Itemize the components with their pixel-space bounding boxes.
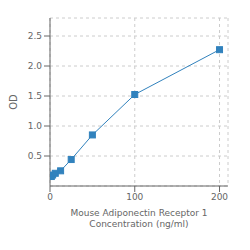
svg-text:100: 100	[126, 192, 143, 202]
svg-text:2.0: 2.0	[28, 61, 43, 71]
svg-text:2.5: 2.5	[28, 31, 42, 41]
svg-text:0.5: 0.5	[28, 151, 42, 161]
svg-text:200: 200	[211, 192, 228, 202]
svg-text:0: 0	[47, 192, 53, 202]
svg-text:Mouse Adiponectin Receptor 1Co: Mouse Adiponectin Receptor 1Concentratio…	[70, 208, 207, 229]
svg-text:OD: OD	[8, 94, 19, 110]
svg-text:1.0: 1.0	[28, 121, 43, 131]
svg-text:1.5: 1.5	[28, 91, 42, 101]
